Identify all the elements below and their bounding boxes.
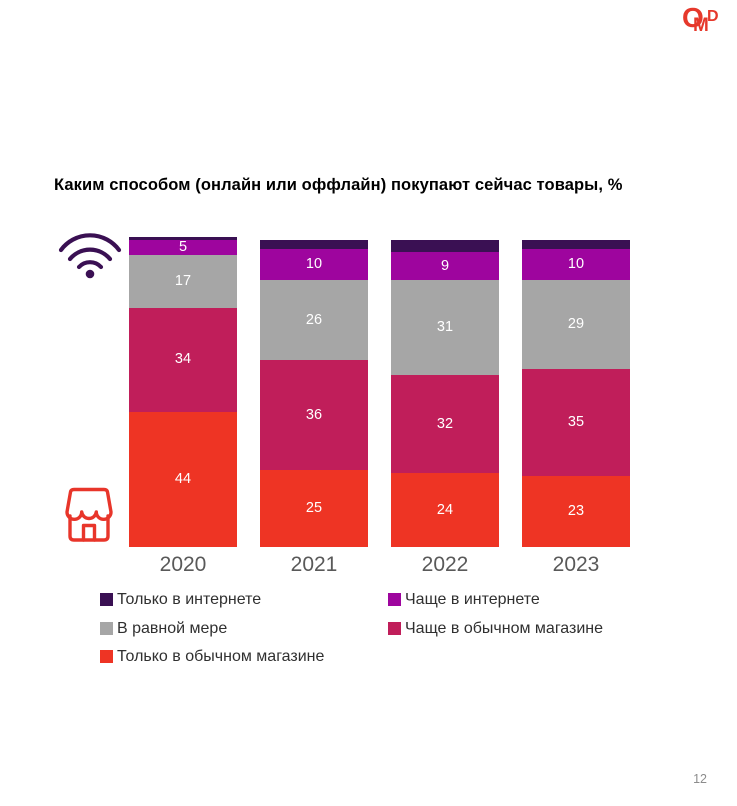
chart-legend: Только в интернете Чаще в интернете В равн… xyxy=(100,589,660,667)
legend-label: Только в интернете xyxy=(117,591,262,608)
bar-segment: 31 xyxy=(391,279,499,376)
bar-segment xyxy=(129,236,237,241)
bar-segment: 9 xyxy=(391,252,499,280)
storefront-icon xyxy=(65,487,113,542)
bar-value-label: 26 xyxy=(305,311,323,328)
wifi-icon xyxy=(58,233,122,279)
legend-item: Только в обычном магазине xyxy=(100,646,388,667)
bar-value-label: 44 xyxy=(174,471,192,488)
bar-segment xyxy=(260,240,368,250)
omd-logo: O M D xyxy=(682,4,728,48)
bar-segment: 34 xyxy=(129,307,237,412)
bar-value-label: 36 xyxy=(305,406,323,423)
legend-swatch xyxy=(388,621,401,635)
bar-segment: 36 xyxy=(260,359,368,471)
year-label: 2022 xyxy=(421,553,469,576)
year-label: 2023 xyxy=(552,553,600,576)
bar-value-label: 29 xyxy=(567,316,585,333)
bar-segment: 23 xyxy=(522,476,630,547)
stacked-bar-chart: 5 17 34 44 2020 10 26 36 25 2021 9 31 32 24 2022 10 29 35… xyxy=(129,236,630,577)
legend-label: Чаще в интернете xyxy=(405,591,540,608)
bar-stack: 10 29 35 23 xyxy=(522,240,630,547)
legend-label: В равной мере xyxy=(117,619,228,637)
legend-item: В равной мере xyxy=(100,618,388,639)
bar-segment: 24 xyxy=(391,473,499,547)
bar-value-label: 24 xyxy=(436,501,454,518)
legend-swatch xyxy=(100,593,113,606)
logo-letter-m: M xyxy=(693,15,709,36)
bar-value-label: 23 xyxy=(567,503,585,520)
legend-item: Только в интернете xyxy=(100,589,388,610)
bar-column: 10 29 35 23 2023 xyxy=(522,240,630,577)
bar-value-label: 5 xyxy=(178,239,188,256)
legend-swatch xyxy=(100,650,113,663)
bar-value-label: 32 xyxy=(436,415,454,432)
bar-value-label: 10 xyxy=(305,256,323,273)
bar-segment: 10 xyxy=(260,249,368,280)
logo-letter-o: O xyxy=(682,2,704,33)
bar-segment: 29 xyxy=(522,279,630,369)
bar-value-label: 17 xyxy=(174,273,192,290)
legend-label: Чаще в обычном магазине xyxy=(405,619,604,637)
bar-value-label: 34 xyxy=(174,351,192,368)
bar-segment: 17 xyxy=(129,255,237,308)
bar-segment: 5 xyxy=(129,239,237,256)
legend-swatch xyxy=(388,593,401,606)
bar-value-label: 31 xyxy=(436,319,454,336)
bar-segment xyxy=(391,240,499,253)
chart-title: Каким способом (онлайн или оффлайн) поку… xyxy=(54,176,623,194)
bar-segment: 10 xyxy=(522,249,630,280)
page-number: 12 xyxy=(693,772,707,786)
legend-item: Чаще в обычном магазине xyxy=(388,618,660,639)
bar-segment xyxy=(522,240,630,250)
logo-letter-d: D xyxy=(707,8,719,25)
bar-stack: 5 17 34 44 xyxy=(129,236,237,547)
legend-item: Чаще в интернете xyxy=(388,589,660,610)
bar-stack: 9 31 32 24 xyxy=(391,240,499,547)
bar-stack: 10 26 36 25 xyxy=(260,240,368,547)
legend-label: Только в обычном магазине xyxy=(117,648,325,665)
year-label: 2020 xyxy=(159,553,207,576)
bar-segment: 26 xyxy=(260,279,368,360)
year-label: 2021 xyxy=(290,553,338,576)
bar-segment: 35 xyxy=(522,368,630,477)
bar-segment: 44 xyxy=(129,411,237,547)
bar-segment: 32 xyxy=(391,375,499,474)
bar-column: 9 31 32 24 2022 xyxy=(391,240,499,577)
bar-value-label: 10 xyxy=(567,256,585,273)
bar-column: 5 17 34 44 2020 xyxy=(129,236,237,577)
bar-value-label: 35 xyxy=(567,414,585,431)
bar-value-label: 9 xyxy=(440,257,450,274)
legend-swatch xyxy=(100,621,113,635)
bar-value-label: 25 xyxy=(305,500,323,517)
bar-column: 10 26 36 25 2021 xyxy=(260,240,368,577)
bar-segment: 25 xyxy=(260,470,368,547)
